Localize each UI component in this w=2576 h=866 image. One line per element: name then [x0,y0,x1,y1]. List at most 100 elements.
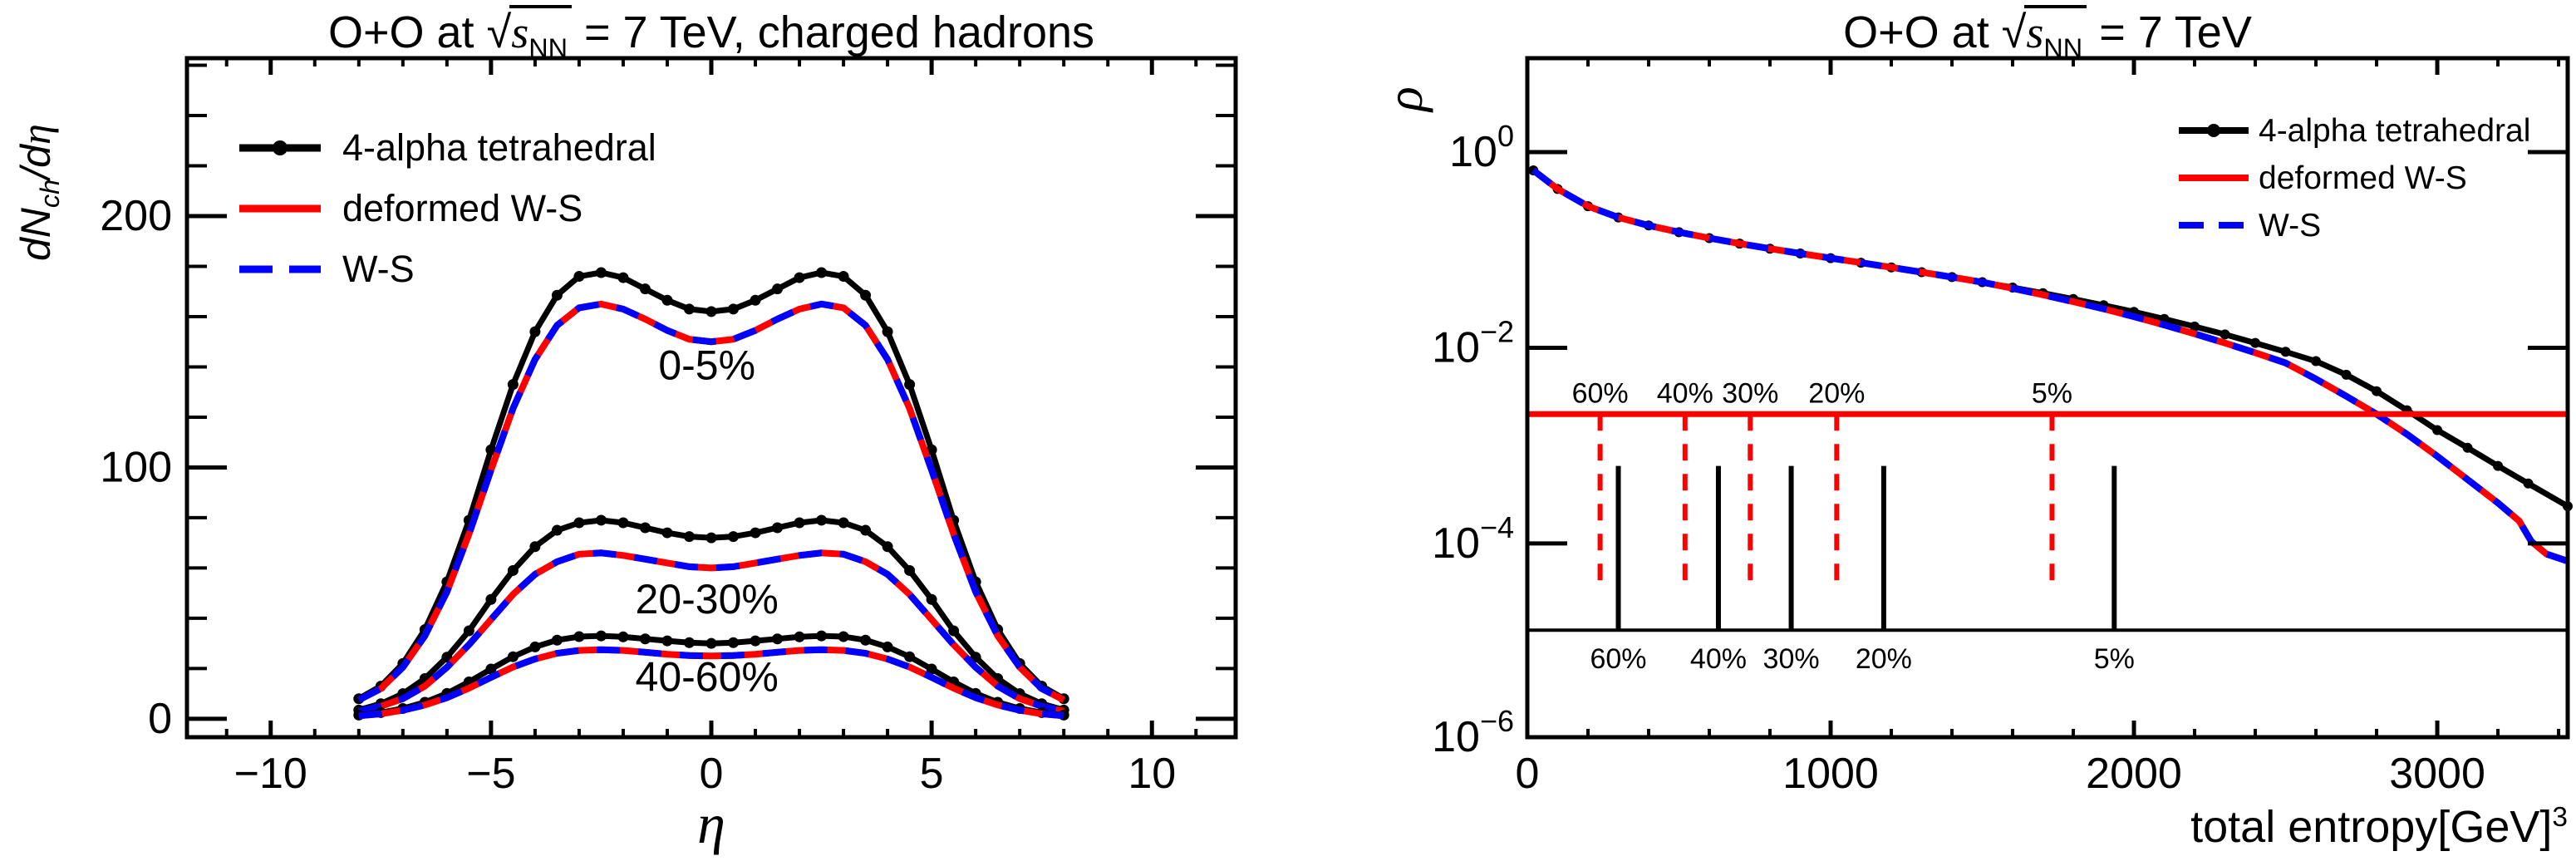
right-panel: 60% 40% 30% 20% 5% 60% 40% 30% 20% 5% 0 1000 2000 300… [1296,0,2576,866]
marker-dot [683,303,695,315]
marker-dot [661,527,673,539]
right-x-axis-title: total entropy[GeV]3 [2190,801,2568,853]
marker-dot [904,564,916,576]
marker-dot [816,630,828,642]
marker-dot [860,524,872,536]
marker-dot [816,514,828,526]
title-prefix: O+O at [327,7,487,57]
centrality-label: 40-60% [636,654,779,701]
y-tick-label: 10−6 [1432,704,1514,761]
marker-dot [551,634,563,646]
marker-dot [816,267,828,278]
dndeta-vs-eta-chart: −10 −5 0 5 1001002000-5%20-30%40-60%4-alpha … [100,56,1238,798]
marker-dot [860,289,872,301]
curve-deformed-ws [1531,167,2569,564]
marker-dot [2311,356,2322,367]
marker-dot [705,637,717,649]
marker-dot [2493,460,2504,471]
marker-dot [860,634,872,646]
centrality-marker-label-lower: 5% [2094,643,2135,675]
marker-dot [772,283,784,295]
marker-dot [2372,386,2382,396]
sqrt-symbol: √ [2001,7,2027,57]
marker-dot [595,630,607,642]
sqrt-bar: sNN [2024,5,2087,62]
right-plot-title: O+O at √sNN = 7 TeV [1527,5,2568,62]
curve-ws-0-5% [356,300,1066,703]
marker-dot [485,593,497,605]
marker-dot [2220,329,2230,340]
marker-dot [2432,425,2443,435]
marker-dot [750,527,761,539]
x-tick-label: 3000 [2389,750,2485,798]
marker-dot [772,522,784,534]
marker-dot [882,541,893,553]
x-tick-label: 2000 [2086,750,2182,798]
marker-dot [551,289,563,301]
y-tick-label: 100 [100,443,172,491]
sqrt-bar: sNN [509,5,573,62]
marker-dot [2462,442,2473,453]
marker-dot [617,272,629,283]
x-tick-label: −5 [466,750,515,798]
centrality-marker-label-lower: 30% [1763,643,1820,675]
marker-dot [639,283,651,295]
marker-dot [794,517,805,529]
marker-dot [683,531,695,543]
marker-dot [617,517,629,529]
ylabel-dd: /d [12,145,59,180]
sqrt-argument: s [2026,7,2044,57]
legend-label: W-S [342,248,415,290]
marker-dot [882,641,893,652]
centrality-marker-label-upper: 5% [2032,377,2072,409]
centrality-marker-label-upper: 60% [1572,377,1629,409]
marker-dot [529,541,541,553]
marker-dot [639,633,651,645]
marker-dot [772,633,784,645]
y-tick-label: 10−2 [1432,314,1514,371]
marker-dot [661,294,673,306]
marker-dot [904,651,916,662]
title-suffix: = 7 TeV, charged hadrons [572,7,1095,57]
legend-marker-dot [273,140,288,155]
x-tick-label: 5 [920,750,944,798]
legend-label: 4-alpha tetrahedral [2259,113,2530,149]
y-tick-label: 200 [100,192,172,240]
centrality-marker-label-lower: 20% [1856,643,1912,675]
marker-dot [2280,347,2291,357]
legend-label: deformed W-S [342,187,583,229]
marker-dot [507,651,519,662]
marker-dot [728,531,740,543]
x-tick-label: 1000 [1782,750,1879,798]
marker-dot [507,379,519,391]
curve-ws [1531,167,2569,564]
curve-ws-20-30% [357,549,1065,715]
marker-dot [551,524,563,536]
marker-dot [926,593,937,605]
marker-dot [463,625,474,637]
sqrt-symbol: √ [486,7,512,57]
marker-dot [882,326,893,337]
marker-dot [573,271,585,283]
xlabel-sup: 3 [2552,802,2568,833]
marker-dot [683,637,695,648]
marker-dot [838,517,849,529]
centrality-label: 0-5% [658,342,755,389]
x-tick-label: 0 [1516,750,1540,798]
marker-dot [617,631,629,642]
marker-dot [639,522,651,534]
marker-dot [661,635,673,647]
centrality-marker-label-upper: 40% [1657,377,1713,409]
marker-dot [595,267,607,278]
marker-dot [705,532,717,544]
marker-dot [529,641,541,652]
left-y-axis-title: dNch/dη [12,124,66,261]
marker-dot [2190,321,2200,332]
marker-dot [573,631,585,642]
marker-dot [750,635,761,647]
title-suffix: = 7 TeV [2087,7,2252,57]
sqrt-argument: s [511,7,529,57]
right-y-axis-title: ρ [1377,86,1433,111]
y-tick-label: 0 [148,695,172,743]
marker-dot [838,631,849,642]
